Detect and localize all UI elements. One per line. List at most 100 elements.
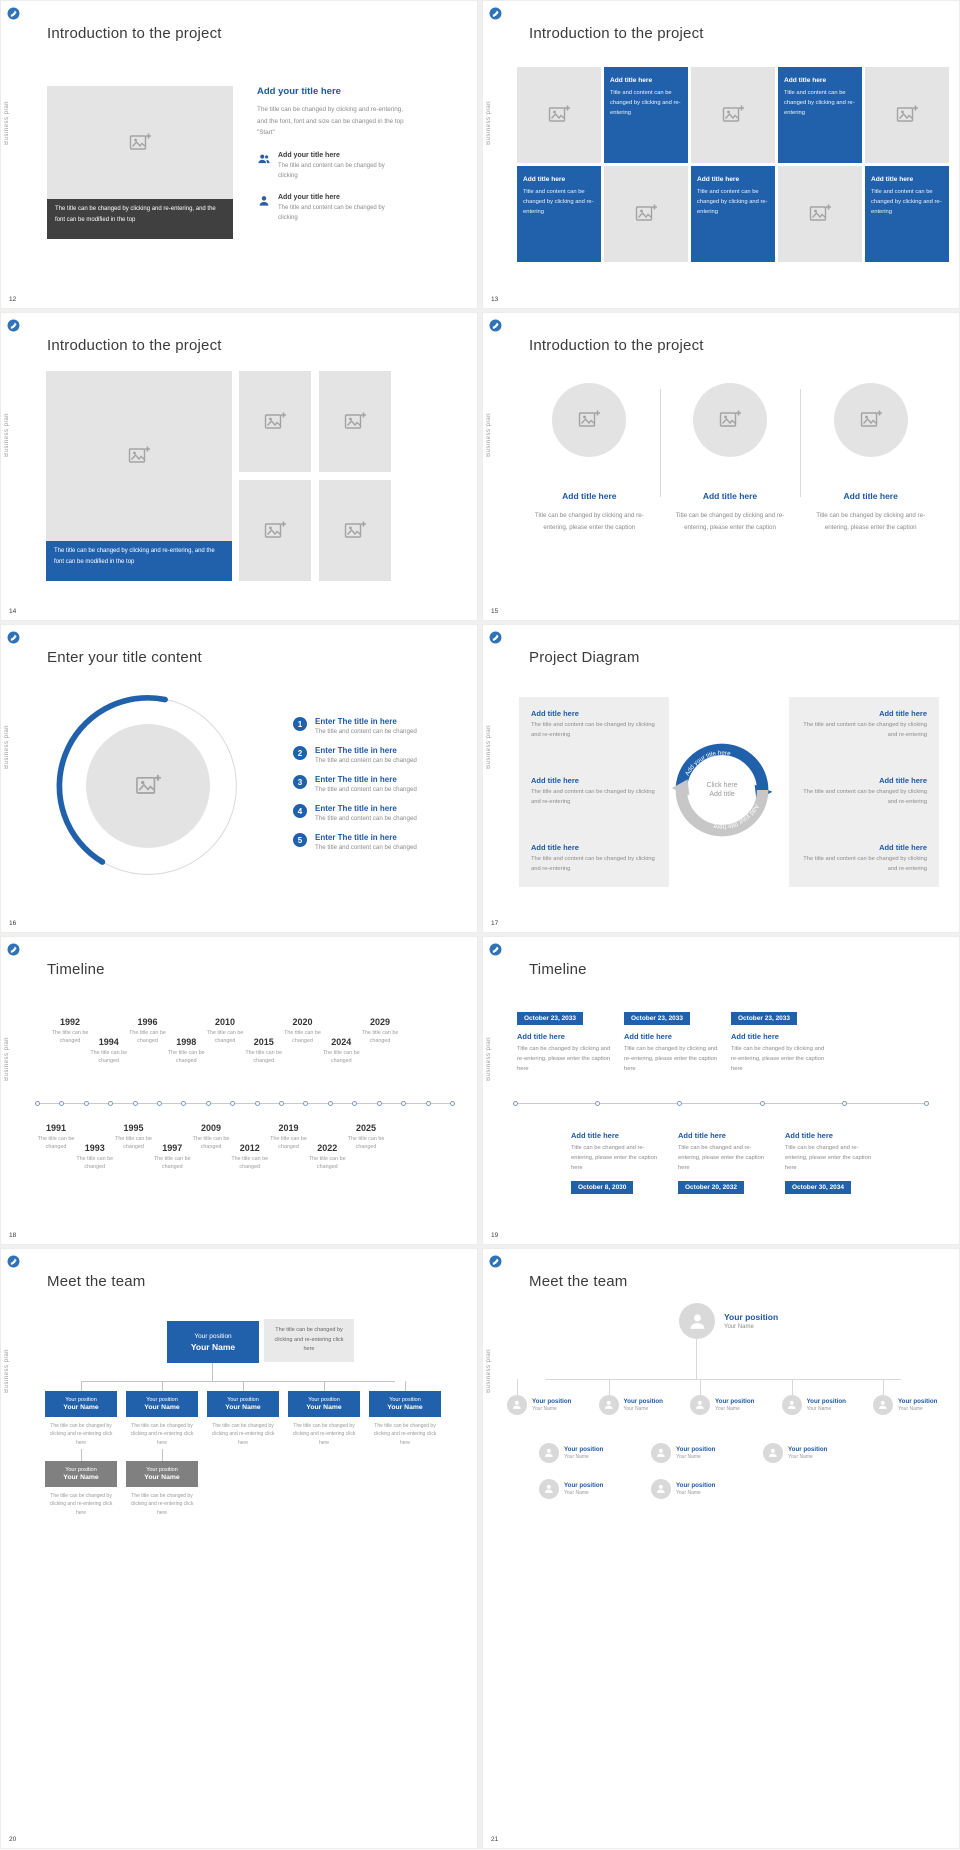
member-name: Your Name xyxy=(623,1406,649,1412)
slide-13[interactable]: Business plan 13 Introduction to the pro… xyxy=(482,0,960,309)
panel-item: Add title here The title and content can… xyxy=(531,709,657,741)
event-date-badge: October 23, 2033 xyxy=(517,1012,584,1025)
slide-21[interactable]: Business plan 21 Meet the team Your posi… xyxy=(482,1248,960,1849)
numbered-item: 4 Enter The title in here The title and … xyxy=(293,804,465,822)
team-member: Your position Your Name xyxy=(598,1379,677,1415)
team-root: Your position Your Name xyxy=(679,1303,778,1339)
timeline-axis xyxy=(35,1101,455,1106)
timeline-node xyxy=(205,1101,211,1106)
image-placeholder xyxy=(46,371,232,541)
slide-title: Timeline xyxy=(47,961,105,978)
item-body: The title and content can be changed xyxy=(315,757,417,764)
feature-column: Add title here Title can be changed by c… xyxy=(659,383,801,534)
slide-20[interactable]: Business plan 20 Meet the team Your posi… xyxy=(0,1248,478,1849)
brand-logo-icon xyxy=(489,7,502,20)
timeline-entry: 1991 The title can be changed xyxy=(37,1123,75,1171)
team-member: Your position Your Name xyxy=(781,1379,860,1415)
slide-number: 14 xyxy=(9,608,17,615)
section-body: The title can be changed by clicking and… xyxy=(257,106,404,137)
team-member: Your position Your Name xyxy=(873,1379,951,1415)
year-caption: The title can be changed xyxy=(51,1030,89,1045)
org-root-box: Your position Your Name xyxy=(167,1321,259,1363)
timeline-entry: 1998 The title can be changed xyxy=(167,1037,205,1065)
timeline-node xyxy=(449,1101,455,1106)
event-heading: Add title here xyxy=(517,1032,565,1041)
year-caption: The title can be changed xyxy=(308,1156,346,1171)
right-panel: Add title here The title and content can… xyxy=(789,697,939,887)
event-heading: Add title here xyxy=(731,1032,779,1041)
panel-item: Add title here The title and content can… xyxy=(801,709,927,741)
feature-body: The title and content can be changed by … xyxy=(278,162,385,179)
org-member-box: Your position Your Name xyxy=(126,1461,198,1487)
image-placeholder-icon xyxy=(895,103,919,127)
slide-number: 20 xyxy=(9,1836,17,1843)
year-caption: The title can be changed xyxy=(322,1050,360,1065)
timeline-node xyxy=(83,1101,89,1106)
year-caption: The title can be changed xyxy=(76,1156,114,1171)
timeline-node xyxy=(513,1101,518,1106)
avatar-person-icon xyxy=(679,1303,715,1339)
org-members-row-2: Your position Your Name The title can be… xyxy=(45,1449,198,1517)
item-number-badge: 1 xyxy=(293,717,307,731)
year-label: 2025 xyxy=(355,1123,377,1133)
timeline-top-row: 1992 The title can be changed 1994 The t… xyxy=(51,1017,399,1065)
image-placeholder xyxy=(319,371,391,472)
timeline-node xyxy=(841,1101,847,1106)
timeline-entry: 2029 The title can be changed xyxy=(361,1017,399,1065)
feature-body: The title and content can be changed by … xyxy=(278,205,385,221)
cell-text: Add title here Title and content can be … xyxy=(523,176,595,218)
avatar-person-icon xyxy=(507,1395,527,1415)
timeline-events-top: October 23, 2033 Add title here Title ca… xyxy=(517,1007,827,1075)
timeline-node xyxy=(230,1101,236,1106)
year-label: 1995 xyxy=(123,1123,144,1133)
org-members-row: Your position Your Name The title can be… xyxy=(45,1381,441,1447)
timeline-node xyxy=(759,1101,765,1106)
year-label: 1992 xyxy=(59,1017,81,1027)
panel-item: Add title here The title and content can… xyxy=(801,776,927,808)
sidebar-brand-label: Business plan xyxy=(486,1349,492,1393)
slide-15[interactable]: Business plan 15 Introduction to the pro… xyxy=(482,312,960,621)
member-name: Your Name xyxy=(715,1406,740,1412)
timeline-entry: 2015 The title can be changed xyxy=(245,1037,283,1065)
year-caption: The title can be changed xyxy=(37,1136,75,1151)
org-member: Your position Your Name The title can be… xyxy=(369,1381,441,1447)
brand-logo-icon xyxy=(489,1255,502,1268)
slide-title: Introduction to the project xyxy=(47,337,222,354)
member-name: Your Name xyxy=(144,1404,180,1411)
member-position: Your position xyxy=(65,1467,97,1473)
event-heading: Add title here xyxy=(571,1131,619,1140)
year-caption: The title can be changed xyxy=(167,1050,205,1065)
slide-number: 13 xyxy=(491,296,499,303)
member-name: Your Name xyxy=(63,1404,99,1411)
slide-14[interactable]: Business plan 14 Introduction to the pro… xyxy=(0,312,478,621)
panel-item-body: The title and content can be changed by … xyxy=(531,856,655,873)
member-position: Your position xyxy=(308,1397,340,1403)
slide-16[interactable]: Business plan 16 Enter your title conten… xyxy=(0,624,478,933)
year-caption: The title can be changed xyxy=(206,1030,244,1045)
image-caption: The title can be changed by clicking and… xyxy=(46,541,232,581)
slide-17[interactable]: Business plan 17 Project Diagram Add tit… xyxy=(482,624,960,933)
image-caption: The title can be changed by clicking and… xyxy=(47,199,233,239)
timeline-entry: 1992 The title can be changed xyxy=(51,1017,89,1065)
feature-heading: Add title here xyxy=(843,491,898,501)
panel-item-body: The title and content can be changed by … xyxy=(531,789,655,805)
feature-caption: Title can be changed by clicking and re-… xyxy=(816,512,926,531)
mosaic-cell xyxy=(517,67,601,163)
mosaic-cell: Add title here Title and content can be … xyxy=(517,166,601,262)
member-position: Your position xyxy=(146,1467,178,1473)
panel-item-heading: Add title here xyxy=(879,709,927,718)
slide-12[interactable]: Business plan 12 Introduction to the pro… xyxy=(0,0,478,309)
mosaic-cell xyxy=(604,166,688,262)
mosaic-cell: Add title here Title and content can be … xyxy=(691,166,775,262)
feature-heading: Add your title here xyxy=(278,194,340,202)
sidebar-brand-label: Business plan xyxy=(4,725,10,769)
team-level-4: Your position Your Name Your position Yo… xyxy=(539,1479,729,1499)
sidebar-brand-label: Business plan xyxy=(486,725,492,769)
avatar-person-icon xyxy=(651,1443,671,1463)
thumbnail-grid xyxy=(239,371,391,581)
timeline-node xyxy=(425,1101,431,1106)
slide-19[interactable]: Business plan 19 Timeline October 23, 20… xyxy=(482,936,960,1245)
slide-18[interactable]: Business plan 18 Timeline 1992 The title… xyxy=(0,936,478,1245)
avatar-person-icon xyxy=(690,1395,710,1415)
